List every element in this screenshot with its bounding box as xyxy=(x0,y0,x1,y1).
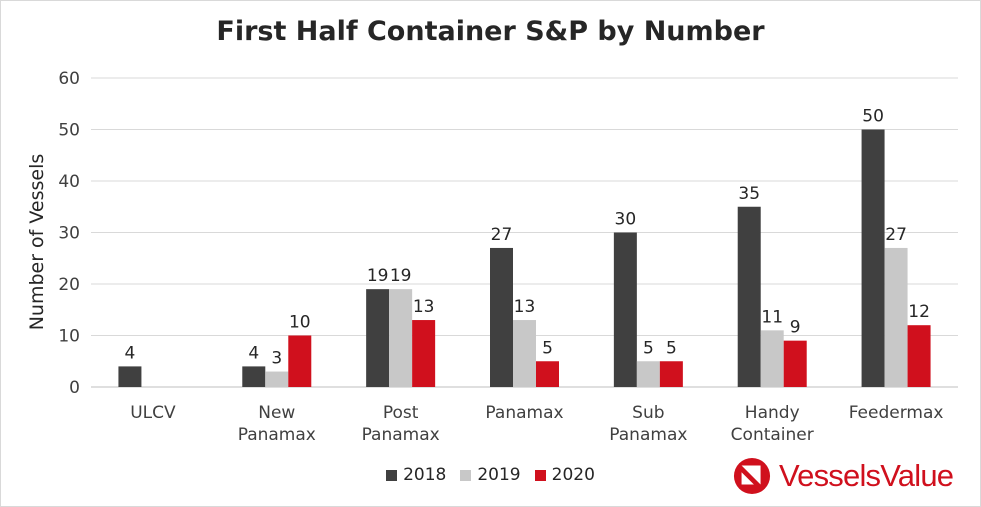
data-label: 11 xyxy=(761,307,783,327)
y-tick-label: 50 xyxy=(58,121,80,141)
bar-2019 xyxy=(513,320,536,387)
data-label: 27 xyxy=(491,225,513,245)
legend-swatch xyxy=(534,469,546,481)
y-tick-label: 0 xyxy=(69,378,80,398)
data-label: 30 xyxy=(615,210,637,230)
bar-2020 xyxy=(659,361,683,387)
y-tick-label: 30 xyxy=(58,224,80,244)
data-label: 3 xyxy=(271,349,282,369)
x-tick-label: Feedermax xyxy=(849,403,944,423)
x-tick-label: Post xyxy=(383,403,419,423)
data-label: 5 xyxy=(666,338,677,358)
y-tick-label: 20 xyxy=(58,275,80,295)
data-label: 9 xyxy=(790,318,801,338)
legend-item-2020: 2020 xyxy=(534,463,595,487)
chart-legend: 2018 2019 2020 xyxy=(0,463,981,487)
bar-2020 xyxy=(288,335,312,387)
bar-2019 xyxy=(636,361,660,387)
vesselsvalue-logo-icon xyxy=(733,457,771,495)
bar-2018 xyxy=(118,366,142,387)
data-label: 50 xyxy=(862,107,884,127)
bar-2018 xyxy=(737,206,761,387)
x-tick-label: Handy xyxy=(745,403,800,423)
y-tick-label: 10 xyxy=(58,327,80,347)
data-label: 13 xyxy=(514,297,536,317)
x-tick-label: Panamax xyxy=(238,425,316,445)
x-tick-label: ULCV xyxy=(130,403,176,423)
x-tick-label: Sub xyxy=(632,403,664,423)
bar-2018 xyxy=(861,129,885,387)
legend-item-2019: 2019 xyxy=(460,463,521,487)
legend-item-2018: 2018 xyxy=(386,463,446,487)
bar-2018 xyxy=(242,366,266,387)
x-tick-label: Container xyxy=(731,425,814,445)
data-label: 4 xyxy=(125,343,136,363)
data-label: 12 xyxy=(908,302,930,322)
bar-2019 xyxy=(760,330,784,387)
data-label: 5 xyxy=(542,338,553,358)
y-tick-label: 60 xyxy=(58,69,80,89)
bar-2019 xyxy=(884,247,908,387)
bar-2018 xyxy=(613,232,637,387)
bar-2020 xyxy=(412,320,436,387)
bar-2020 xyxy=(536,361,559,387)
legend-label: 2018 xyxy=(403,465,447,485)
x-tick-label: Panamax xyxy=(485,403,563,423)
data-label: 27 xyxy=(885,225,907,245)
data-label: 4 xyxy=(248,343,259,363)
bar-2020 xyxy=(907,325,931,387)
bar-2020 xyxy=(783,340,807,387)
vesselsvalue-logo-text: VesselsValue xyxy=(779,458,954,493)
chart-title: First Half Container S&P by Number xyxy=(216,16,765,47)
data-label: 10 xyxy=(289,313,311,333)
bar-2018 xyxy=(366,289,390,387)
data-label: 35 xyxy=(738,184,760,204)
x-tick-label: Panamax xyxy=(609,425,687,445)
legend-swatch xyxy=(386,469,398,481)
legend-label: 2019 xyxy=(477,465,521,485)
data-label: 19 xyxy=(390,266,412,286)
legend-swatch xyxy=(460,469,472,481)
x-tick-label: New xyxy=(258,403,295,423)
data-label: 13 xyxy=(413,297,435,317)
y-tick-label: 40 xyxy=(58,172,80,192)
data-label: 5 xyxy=(643,338,654,358)
vesselsvalue-logo: VesselsValue xyxy=(733,456,954,496)
bar-2019 xyxy=(265,371,289,387)
legend-label: 2020 xyxy=(551,465,595,485)
bar-2018 xyxy=(490,247,513,387)
x-tick-label: Panamax xyxy=(362,425,440,445)
bar-2019 xyxy=(389,289,413,387)
data-label: 19 xyxy=(367,266,389,286)
